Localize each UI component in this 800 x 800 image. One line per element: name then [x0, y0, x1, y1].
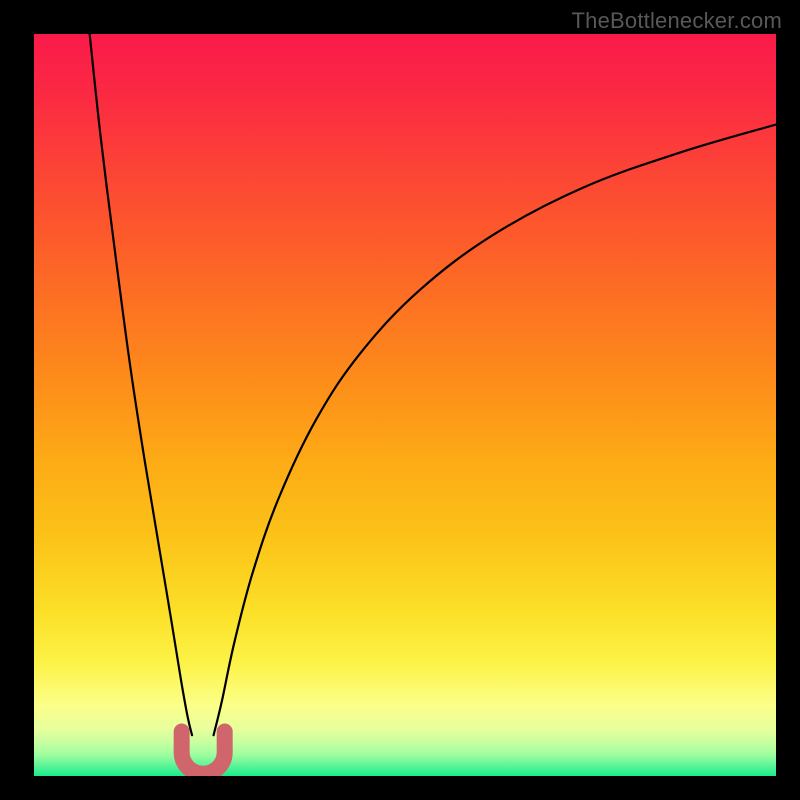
chart-root: TheBottlenecker.com: [0, 0, 800, 800]
plot-svg: [34, 34, 776, 776]
gradient-background: [34, 34, 776, 776]
watermark-text: TheBottlenecker.com: [572, 8, 782, 34]
plot-area: [34, 34, 776, 776]
